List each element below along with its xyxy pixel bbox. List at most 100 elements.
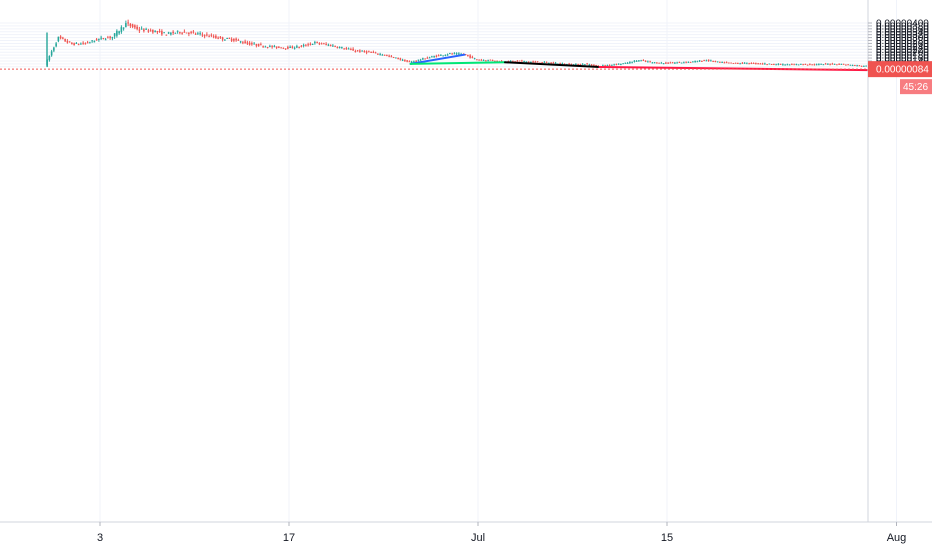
candle-body [48,56,51,61]
candle-body [741,62,744,64]
candle-body [203,35,206,37]
candle-body [552,62,555,64]
candle-body [478,59,480,61]
candle-body [757,63,759,65]
candle-body [120,27,123,32]
candle-body [381,54,384,56]
candle-body [419,59,422,61]
candle-body [669,62,672,64]
candle-body [253,43,255,45]
candle-body [437,55,440,57]
candle-body [541,61,543,63]
candle-body [680,62,683,64]
candle-body [696,61,699,63]
candle-body [183,31,186,33]
candle-body [633,60,636,62]
last-price-value: 0.00000084 [876,65,929,76]
y-tick-label: 0.00000200 [876,48,929,59]
candle-body [512,60,514,62]
candle-body [255,44,258,46]
y-tick-label: 0.00000400 [876,19,929,30]
candle-body [194,33,197,35]
candle-body [125,23,127,28]
candle-body [363,51,366,53]
candle-body [442,55,444,57]
candle-body [440,54,442,56]
candle-body [527,61,530,63]
candle-body [435,55,438,57]
candle-body [269,45,271,47]
candle-body [694,60,696,63]
time-axis[interactable]: 317Jul15Aug1221Sep16 [97,522,932,544]
candle-body [449,53,451,55]
trend-line [409,61,506,65]
candle-body [374,52,377,54]
candle-body [347,48,350,50]
candle-body [764,63,766,65]
candle-body [642,60,645,62]
candle-body [287,46,289,49]
candle-body [280,47,282,49]
candle-body [811,64,813,66]
candle-body [329,44,332,47]
y-tick-label: 0.00000220 [876,45,929,56]
candle-body [145,28,147,30]
candle-body [107,37,109,39]
candle-body [818,64,820,66]
candle-body [224,39,226,41]
candle-body [768,63,771,65]
candle-body [278,46,280,48]
candle-body [451,53,453,55]
x-tick-label: 15 [661,532,673,544]
candle-body [212,36,215,38]
candle-body [93,40,96,43]
candle-body [314,41,316,44]
candle-body [660,62,663,64]
candle-body [737,63,739,65]
candle-body [734,62,737,64]
candle-body [559,62,561,64]
candle-body [800,63,802,65]
candle-body [404,59,406,62]
candle-body [840,63,843,65]
candle-body [802,64,804,66]
candle-body [89,42,91,44]
candle-body [172,31,174,34]
candle-body [86,42,89,44]
candle-body [561,63,564,65]
x-tick-label: 3 [97,532,103,544]
candle-body [746,62,748,64]
candle-body [824,63,827,65]
candle-body [408,61,411,63]
candle-body [64,38,66,42]
candle-body [809,63,811,65]
candle-body [485,60,487,62]
candle-body [354,51,357,53]
candle-body [777,63,780,65]
candle-body [831,63,834,65]
last-price-badge [868,61,932,78]
candle-body [208,36,210,38]
candle-body [674,62,676,64]
candle-body [388,55,390,57]
candle-body [714,61,717,63]
candle-body [779,63,782,65]
candle-body [786,64,789,66]
candle-body [190,31,192,33]
candle-body [775,64,777,66]
candle-body [311,43,314,45]
candle-body [770,63,773,65]
candle-body [739,63,741,65]
candle-body [773,63,775,65]
candle-body [705,60,708,62]
candle-body [140,28,143,30]
candle-body [109,36,111,38]
candle-body [291,46,294,48]
candle-body [62,37,64,39]
candle-body [626,62,629,64]
candle-body [302,45,305,47]
candle-body [678,61,681,63]
candle-body [293,47,296,49]
candle-body [577,63,579,65]
